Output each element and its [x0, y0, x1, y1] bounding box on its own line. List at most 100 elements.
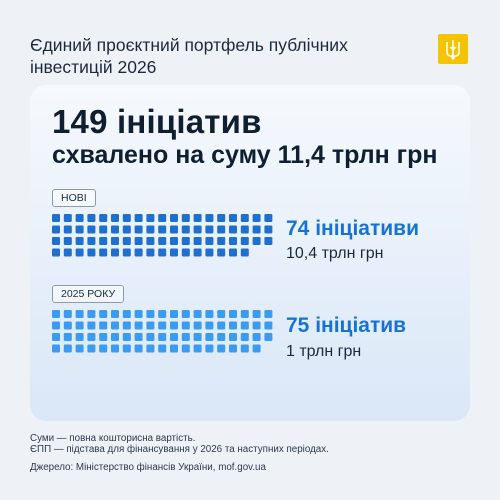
unit-square — [134, 321, 143, 330]
unit-square — [52, 225, 60, 234]
unit-square — [205, 333, 214, 341]
unit-square — [63, 310, 72, 318]
unit-square — [217, 310, 226, 318]
unit-square — [181, 237, 190, 245]
unit-square — [87, 333, 96, 341]
amount-2025: 1 трлн грн — [286, 343, 362, 360]
unit-square — [229, 214, 237, 222]
count-2025: 75 ініціатив — [286, 314, 407, 337]
unit-square — [205, 344, 214, 353]
unit-square — [240, 248, 249, 257]
unit-square — [217, 225, 226, 234]
unit-square — [170, 344, 178, 353]
unit-square — [264, 214, 273, 222]
unit-square — [63, 214, 72, 222]
unit-square — [229, 237, 237, 245]
unit-square — [205, 225, 214, 234]
unit-square — [52, 248, 60, 257]
unit-square — [146, 344, 155, 353]
subheadline: схвалено на суму 11,4 трлн грн — [52, 141, 438, 169]
unit-square — [217, 321, 226, 330]
unit-square — [158, 225, 167, 234]
unit-square — [205, 237, 214, 245]
unit-square — [264, 237, 273, 245]
unit-square — [111, 310, 119, 318]
unit-square — [229, 344, 237, 353]
unit-square — [181, 214, 190, 222]
unit-square — [252, 225, 261, 234]
unit-square — [87, 248, 96, 257]
unit-square — [181, 248, 190, 257]
unit-square — [52, 321, 60, 330]
unit-square — [240, 225, 249, 234]
unit-square — [111, 248, 119, 257]
unit-square — [158, 214, 167, 222]
unit-square — [146, 248, 155, 257]
unit-square — [134, 248, 143, 257]
unit-square — [134, 344, 143, 353]
unit-square — [240, 237, 249, 245]
unit-square — [99, 225, 108, 234]
unit-square — [99, 333, 108, 341]
unit-square — [75, 248, 84, 257]
unit-square — [170, 248, 178, 257]
unit-square — [252, 321, 261, 330]
unit-square — [75, 237, 84, 245]
unit-square — [170, 237, 178, 245]
unit-square — [240, 321, 249, 330]
group-label-new: НОВІ — [52, 189, 96, 207]
trident-icon — [446, 40, 460, 60]
unit-square — [52, 237, 60, 245]
unit-square — [205, 321, 214, 330]
unit-square — [75, 310, 84, 318]
unit-square — [75, 333, 84, 341]
page-title: Єдиний проєктний портфель публічних інве… — [30, 35, 348, 77]
unit-square — [205, 248, 214, 257]
unit-square — [75, 344, 84, 353]
unit-square — [264, 321, 273, 330]
unit-square — [75, 225, 84, 234]
footnote-epp: ЄПП — підстава для фінансування у 2026 т… — [30, 444, 329, 455]
unit-square — [193, 237, 202, 245]
unit-square — [229, 248, 237, 257]
unit-square — [63, 321, 72, 330]
headline: 149 ініціатив — [52, 103, 262, 140]
unit-square — [134, 214, 143, 222]
unit-square — [146, 321, 155, 330]
unit-square — [99, 248, 108, 257]
unit-square — [134, 225, 143, 234]
unit-square — [229, 321, 237, 330]
unit-square — [63, 344, 72, 353]
unit-square — [217, 248, 226, 257]
footnote-source: Джерело: Міністерство фінансів України, … — [30, 462, 266, 473]
unit-square — [63, 333, 72, 341]
unit-square — [217, 344, 226, 353]
unit-square — [146, 310, 155, 318]
unit-square — [170, 214, 178, 222]
unit-square — [193, 344, 202, 353]
unit-square — [181, 333, 190, 341]
unit-square — [122, 310, 131, 318]
unit-square — [99, 214, 108, 222]
unit-square — [264, 310, 273, 318]
amount-new: 10,4 трлн грн — [286, 245, 384, 262]
unit-square — [99, 310, 108, 318]
unit-square — [158, 344, 167, 353]
unit-square — [170, 310, 178, 318]
unit-square — [240, 310, 249, 318]
unit-square — [170, 321, 178, 330]
unit-square — [205, 214, 214, 222]
unit-square — [99, 321, 108, 330]
unit-square — [193, 333, 202, 341]
unit-square — [122, 225, 131, 234]
unit-square — [146, 237, 155, 245]
unit-square — [146, 225, 155, 234]
unit-square — [111, 225, 119, 234]
unit-square — [99, 344, 108, 353]
unit-square — [240, 214, 249, 222]
unit-square — [122, 214, 131, 222]
unit-square — [229, 225, 237, 234]
unit-square — [87, 225, 96, 234]
unit-square — [111, 214, 119, 222]
unit-square — [229, 310, 237, 318]
